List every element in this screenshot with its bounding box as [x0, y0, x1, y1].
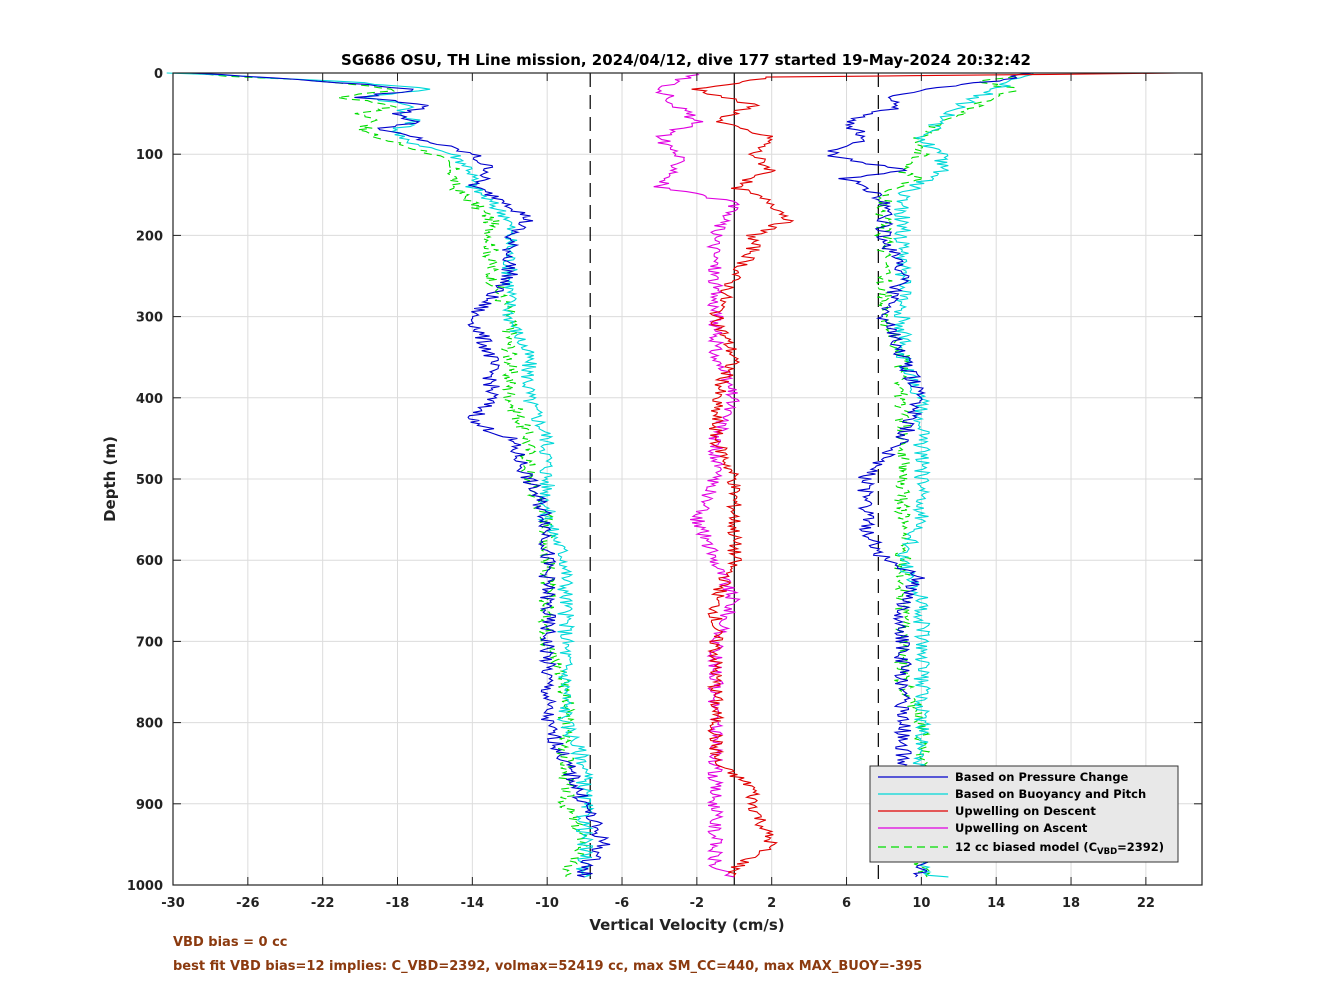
y-tick-label: 200 — [136, 229, 163, 244]
series-1-up-line — [892, 72, 1034, 878]
x-tick-label: 2 — [767, 896, 776, 911]
x-axis-label: Vertical Velocity (cm/s) — [589, 916, 784, 934]
series-2-line — [691, 72, 1179, 877]
y-tick-label: 100 — [136, 148, 163, 163]
y-tick-label: 300 — [136, 311, 163, 326]
x-tick-label: 18 — [1062, 896, 1080, 911]
axis-ticks — [172, 72, 1202, 886]
y-tick-label: 0 — [154, 67, 163, 82]
x-tick-label: 10 — [912, 896, 930, 911]
y-tick-label: 400 — [136, 392, 163, 407]
y-tick-labels: 0 100 200 300 400 500 600 700 800 900 1000 — [127, 67, 163, 894]
x-tick-label: -2 — [690, 896, 704, 911]
y-tick-label: 800 — [136, 717, 163, 732]
x-tick-label: 22 — [1137, 896, 1155, 911]
x-tick-label: -10 — [535, 896, 559, 911]
reference-lines — [589, 73, 879, 885]
series-group — [166, 72, 1179, 878]
series-0-up-line — [827, 72, 1034, 878]
y-axis-label: Depth (m) — [101, 436, 119, 522]
x-tick-label: -26 — [236, 896, 260, 911]
legend-box — [869, 765, 1179, 863]
y-tick-label: 900 — [136, 798, 163, 813]
x-tick-label: 14 — [987, 896, 1005, 911]
chart-title: SG686 OSU, TH Line mission, 2024/04/12, … — [341, 51, 1031, 69]
series-1-down-line — [166, 72, 595, 878]
x-tick-label: -22 — [311, 896, 335, 911]
legend-label: Upwelling on Descent — [955, 804, 1096, 818]
x-tick-label: 6 — [842, 896, 851, 911]
legend-label-main: Based on Buoyancy and Pitch — [955, 787, 1146, 801]
y-tick-label: 1000 — [127, 879, 163, 894]
series-0-down-line — [189, 72, 611, 878]
y-tick-label: 500 — [136, 473, 163, 488]
legend-items: Based on Pressure Change Based on Buoyanc… — [878, 770, 1164, 857]
annotation-vbd-bias: VBD bias = 0 cc — [173, 935, 288, 950]
legend-label: 12 cc biased model (CVBD=2392) — [955, 840, 1164, 857]
legend-label-main: 12 cc biased model (C — [955, 840, 1097, 854]
legend-label-suffix: =2392) — [1117, 840, 1164, 854]
legend-label-main: Upwelling on Descent — [955, 804, 1096, 818]
annotation-best-fit: best fit VBD bias=12 implies: C_VBD=2392… — [173, 959, 922, 974]
legend-label: Based on Pressure Change — [955, 770, 1129, 784]
series-3-line — [653, 72, 741, 878]
legend-label-main: Based on Pressure Change — [955, 770, 1129, 784]
y-tick-label: 700 — [136, 635, 163, 650]
legend-label: Based on Buoyancy and Pitch — [955, 787, 1146, 801]
x-tick-label: -6 — [615, 896, 629, 911]
x-tick-labels: -30 -26 -22 -18 -14 -10 -6 -2 2 6 10 14 18 22 — [161, 896, 1155, 911]
y-tick-label: 600 — [136, 554, 163, 569]
legend-label: Upwelling on Ascent — [955, 821, 1088, 835]
legend-label-main: Upwelling on Ascent — [955, 821, 1088, 835]
series-4-down-line — [179, 72, 589, 877]
legend: Based on Pressure Change Based on Buoyanc… — [869, 765, 1179, 863]
legend-label-subscript: VBD — [1097, 847, 1117, 857]
x-tick-label: -18 — [386, 896, 410, 911]
x-tick-label: -30 — [161, 896, 185, 911]
x-tick-label: -14 — [461, 896, 485, 911]
